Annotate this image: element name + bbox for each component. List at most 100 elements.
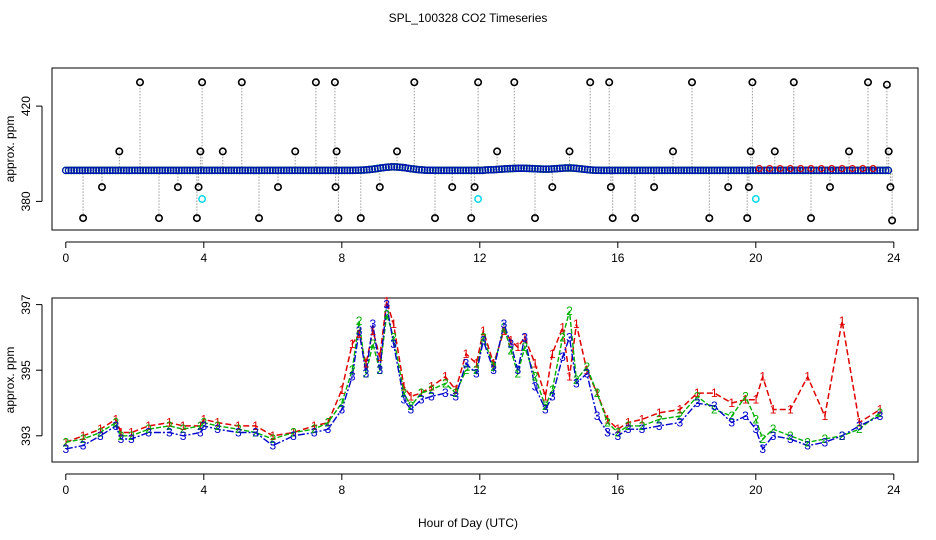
outlier-point [467,214,476,223]
baseline-point-series3 [106,166,114,175]
baseline-point-series3 [572,164,581,173]
baseline-point-series3 [415,165,423,174]
baseline-point-series3 [244,166,252,175]
baseline-point-series3 [384,163,393,171]
baseline-point-series3 [862,166,870,175]
baseline-point-series3 [522,164,531,173]
baseline-point-series3 [807,166,815,175]
series-1-marker: 1 [349,337,356,351]
baseline-point-series3 [749,166,757,175]
series-3-marker: 3 [604,426,611,440]
outlier-point [705,214,714,223]
outlier-point [198,78,207,87]
series-3-marker: 3 [401,393,408,407]
baseline-point-series3 [324,166,332,175]
figure-title: SPL_100328 CO2 Timeseries [389,11,548,25]
series-1-marker: 1 [269,429,276,443]
baseline-point-series3 [558,164,567,172]
baseline-point-series3 [230,166,238,175]
top-x-tick-label: 8 [338,251,345,265]
baseline-point-series3 [260,166,269,175]
baseline-point-series3 [108,166,117,175]
baseline-point-series3 [423,166,432,174]
series-3-marker: 3 [428,389,435,403]
series-2-marker: 2 [376,363,383,377]
baseline-point-series3 [117,166,125,175]
series-1-marker: 1 [521,330,528,344]
baseline-point-series3 [177,166,186,175]
baseline-point-series3 [655,166,663,175]
series-3-marker: 3 [549,389,556,403]
baseline-point-series3 [255,166,263,175]
baseline-point-series3 [445,166,454,175]
baseline-point-series3 [161,166,169,175]
baseline-point-series3 [131,166,139,175]
outlier-point [155,214,164,223]
baseline-point-series3 [426,166,434,175]
baseline-point-series3 [879,166,887,175]
series-2-marker: 2 [80,432,87,446]
series-2-marker: 2 [559,330,566,344]
baseline-point-series3 [429,166,437,175]
baseline-point-series1 [828,164,836,173]
outlier-point [565,147,574,156]
baseline-point-series3 [707,166,716,175]
series-3-marker: 3 [383,298,390,312]
baseline-point-series3 [329,166,338,175]
baseline-point-series3 [258,166,266,175]
baseline-point-series1 [776,164,784,173]
series-3-marker: 3 [532,380,539,394]
baseline-point-series3 [150,166,158,175]
series-1-marker: 1 [325,416,332,430]
series-2-marker: 2 [639,419,646,433]
series-3-marker: 3 [839,429,846,443]
series-1-marker: 1 [383,294,390,308]
baseline-point-series3 [293,166,302,175]
outlier-point [631,214,640,223]
baseline-point-series3 [459,166,468,175]
baseline-point-series3 [672,166,680,175]
baseline-point-series3 [815,166,824,175]
outlier-point [510,78,519,87]
baseline-point-series3 [291,166,299,175]
series-1-marker: 1 [452,383,459,397]
outlier-point [605,78,614,87]
baseline-point-series1 [817,164,825,173]
baseline-point-series3 [473,166,481,175]
series-2-marker: 2 [311,422,318,436]
baseline-point-series3 [269,166,277,175]
series-3-marker: 3 [452,389,459,403]
baseline-point-series3 [100,166,109,175]
highlighted-point [474,195,483,203]
bottom-x-axis: 0 4 8 12 16 20 24 [62,473,901,497]
series-2-marker: 2 [118,429,125,443]
series-1-marker: 1 [463,347,470,361]
baseline-point-series3 [531,164,539,173]
baseline-point-series3 [327,166,335,175]
baseline-point-series3 [840,166,848,175]
series-1-marker: 1 [711,386,718,400]
series-1-marker: 1 [363,357,370,371]
baseline-point-series3 [539,165,548,173]
baseline-point-series3 [346,166,354,175]
baseline-point-series3 [556,164,564,173]
series-1-marker: 1 [214,416,221,430]
series-2-marker: 2 [383,307,390,321]
baseline-point-series3 [97,166,106,175]
series-2-marker: 2 [614,426,621,440]
series-2-marker: 2 [728,409,735,423]
baseline-point-series3 [213,166,222,175]
baseline-point-series3 [396,163,404,171]
series-3-marker: 3 [166,426,173,440]
baseline-point-series3 [313,166,321,175]
highlighted-point [751,195,760,203]
baseline-point-series3 [614,166,622,175]
series-1-marker: 1 [407,389,414,403]
baseline-point-series3 [147,166,156,175]
baseline-point-series3 [536,165,545,173]
baseline-point-series3 [208,166,216,175]
baseline-point-series3 [746,166,755,175]
baseline-point-series3 [92,166,100,175]
series-3-marker: 3 [252,426,259,440]
series-3-marker: 3 [349,370,356,384]
